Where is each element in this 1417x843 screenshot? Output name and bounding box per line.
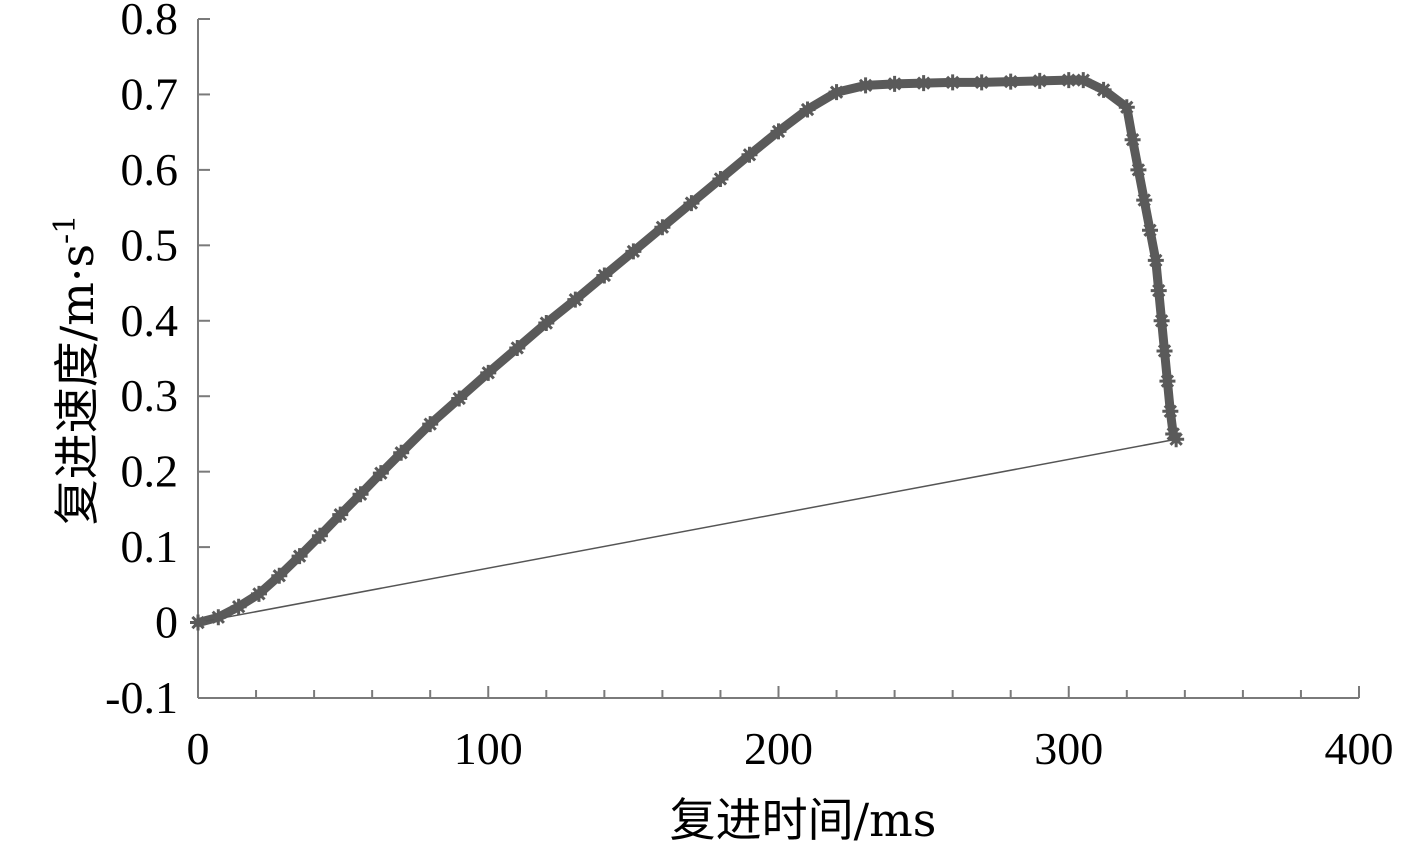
data-point: [190, 614, 206, 631]
data-point: [944, 74, 961, 91]
data-point: [741, 146, 758, 163]
x-tick-label: 300: [1034, 723, 1103, 774]
data-point: [712, 170, 729, 187]
data-point: [1060, 72, 1077, 89]
data-point: [1075, 72, 1092, 89]
data-point: [596, 267, 613, 284]
y-tick-label: 0.4: [121, 295, 179, 346]
data-point: [770, 123, 787, 140]
x-axis-title: 复进时间/ms: [670, 793, 937, 843]
data-point: [1095, 81, 1112, 98]
data-point: [451, 390, 468, 407]
data-point: [1162, 403, 1179, 420]
y-axis-title: 复进速度/m·s-1: [48, 215, 104, 526]
data-point: [857, 77, 874, 94]
data-point: [1124, 131, 1141, 148]
data-point: [393, 444, 410, 461]
data-point: [1150, 282, 1167, 299]
data-point: [828, 84, 845, 101]
data-point: [291, 548, 308, 565]
data-point: [1142, 222, 1159, 239]
data-point: [352, 486, 369, 503]
y-tick-label: 0.2: [121, 446, 179, 497]
y-tick-label: 0: [155, 597, 178, 648]
data-point: [332, 506, 349, 523]
closing-line: [197, 438, 1177, 624]
data-point: [654, 219, 671, 236]
data-point: [311, 527, 328, 544]
data-point: [1147, 252, 1164, 269]
data-point: [886, 75, 903, 92]
data-point: [1118, 99, 1135, 116]
series-layer: [190, 72, 1185, 631]
data-point: [915, 75, 932, 92]
data-point: [372, 465, 389, 482]
data-point: [1153, 312, 1170, 329]
data-point: [509, 339, 526, 356]
data-point: [799, 101, 816, 118]
data-point: [1159, 373, 1176, 390]
x-tick-label: 0: [187, 723, 210, 774]
data-point: [1031, 72, 1048, 89]
y-tick-label: 0.1: [121, 521, 179, 572]
data-point: [1165, 425, 1182, 442]
y-axis-title-superscript: -1: [48, 215, 83, 244]
x-tick-label: 200: [744, 723, 813, 774]
ticks: -0.100.10.20.30.40.50.60.70.80 100 200 300 4…: [105, 0, 1393, 774]
data-point: [1002, 73, 1019, 90]
y-tick-label: 0.8: [121, 0, 179, 44]
y-tick-label: 0.7: [121, 68, 179, 119]
data-point: [625, 243, 642, 260]
data-point: [422, 416, 439, 433]
data-point: [271, 567, 288, 584]
data-point: [683, 195, 700, 212]
y-tick-label: 0.3: [121, 370, 179, 421]
data-point: [250, 585, 267, 602]
axes: [197, 19, 1359, 699]
data-point: [567, 291, 584, 308]
y-axis-title-main: 复进速度/m·s: [50, 244, 104, 525]
y-tick-label: 0.5: [121, 219, 179, 270]
x-tick-label: 400: [1325, 723, 1394, 774]
data-point: [1168, 431, 1185, 448]
y-tick-label: 0.6: [121, 144, 179, 195]
data-point: [1130, 161, 1147, 178]
x-tick-label: 100: [454, 723, 523, 774]
series-line: [193, 75, 1181, 628]
data-point: [1156, 342, 1173, 359]
data-point: [1136, 192, 1153, 209]
data-point: [230, 598, 247, 615]
data-point: [973, 74, 990, 91]
y-tick-label: -0.1: [105, 672, 178, 723]
data-point: [480, 364, 497, 381]
data-point: [538, 315, 555, 332]
data-point: [210, 609, 227, 626]
